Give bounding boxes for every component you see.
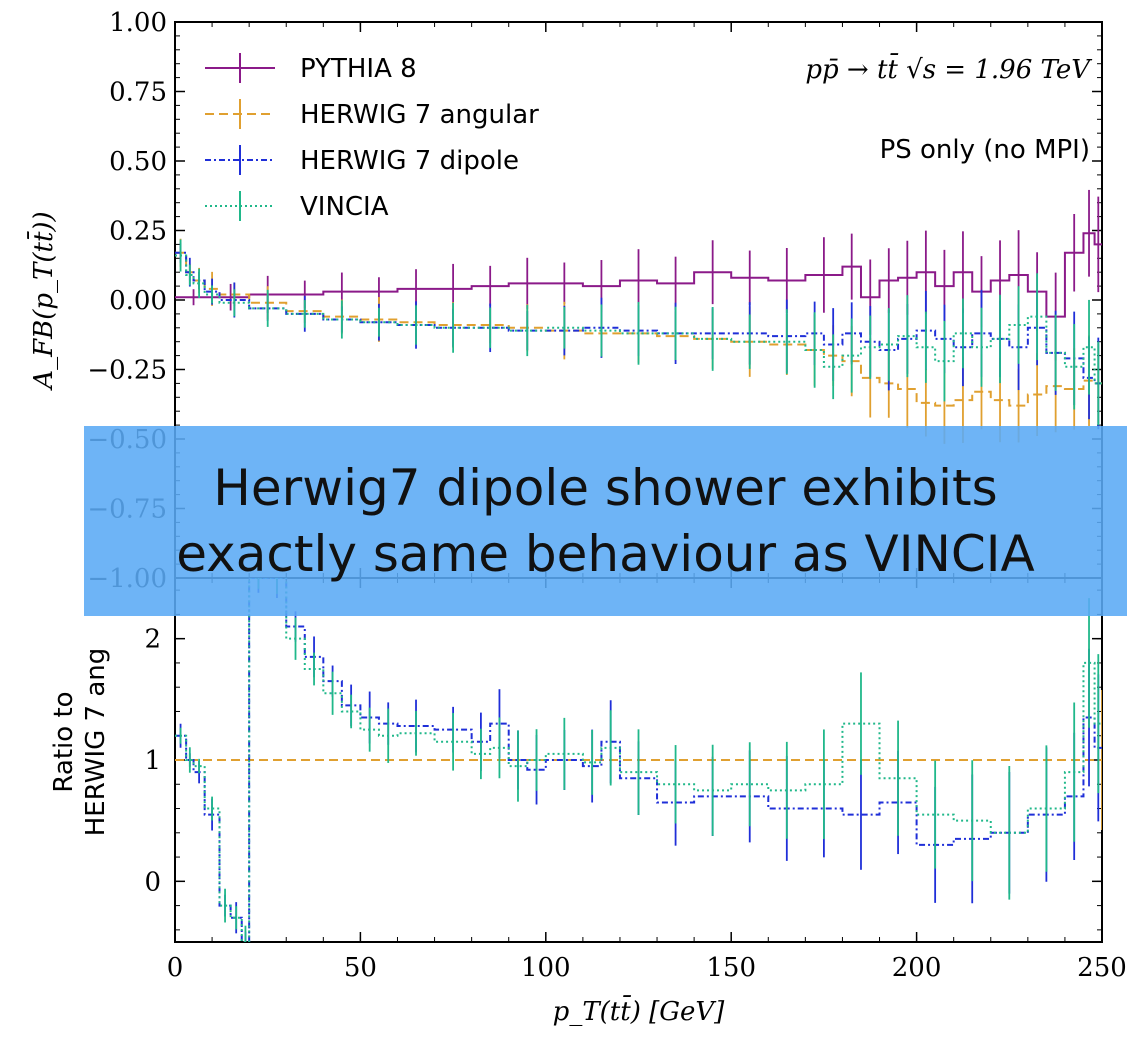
main-ytick-label: 1.00 <box>109 8 167 38</box>
ratio-series-vincia <box>175 578 1102 942</box>
main-ytick-label: 0.50 <box>109 147 167 177</box>
legend-label: HERWIG 7 dipole <box>300 146 519 176</box>
xtick-label: 150 <box>706 953 756 983</box>
xtick-label: 0 <box>167 953 184 983</box>
main-ytick-label: 0.75 <box>109 78 167 108</box>
main-series-vincia <box>175 239 1102 426</box>
ratio-ytick-label: 2 <box>144 625 161 655</box>
banner-line-1: Herwig7 dipole shower exhibits <box>213 459 998 517</box>
ratio-series-line <box>175 578 1102 942</box>
ps-annotation: PS only (no MPI) <box>880 135 1090 165</box>
xlabel: p_T(tt̄) [GeV] <box>553 994 726 1027</box>
ratio-ylabel-line2: HERWIG 7 ang <box>81 648 111 837</box>
main-ytick-label: 0.25 <box>109 217 167 247</box>
main-series-line <box>175 254 1102 385</box>
legend-label: HERWIG 7 angular <box>300 100 539 130</box>
ratio-series-line <box>175 578 1102 942</box>
main-ytick-label: −0.25 <box>87 356 167 386</box>
xtick-label: 200 <box>892 953 942 983</box>
legend-label: PYTHIA 8 <box>300 54 417 84</box>
legend-label: VINCIA <box>300 192 389 222</box>
main-series-line <box>175 232 1102 318</box>
banner-line-2: exactly same behaviour as VINCIA <box>176 525 1035 583</box>
ratio-ylabel-line1: Ratio to <box>49 691 79 792</box>
main-ytick-label: 0.00 <box>109 286 167 316</box>
process-annotation: pp̄ → tt̄ √s = 1.96 TeV <box>805 52 1092 85</box>
ratio-ytick-label: 1 <box>144 746 161 776</box>
main-ylabel: A_FB(p_T(tt̄)) <box>26 211 59 390</box>
xtick-label: 50 <box>344 953 377 983</box>
ratio-ytick-label: 0 <box>144 867 161 897</box>
overlay-banner: Herwig7 dipole shower exhibits exactly s… <box>84 426 1127 616</box>
xtick-label: 250 <box>1077 953 1127 983</box>
xtick-label: 100 <box>521 953 571 983</box>
